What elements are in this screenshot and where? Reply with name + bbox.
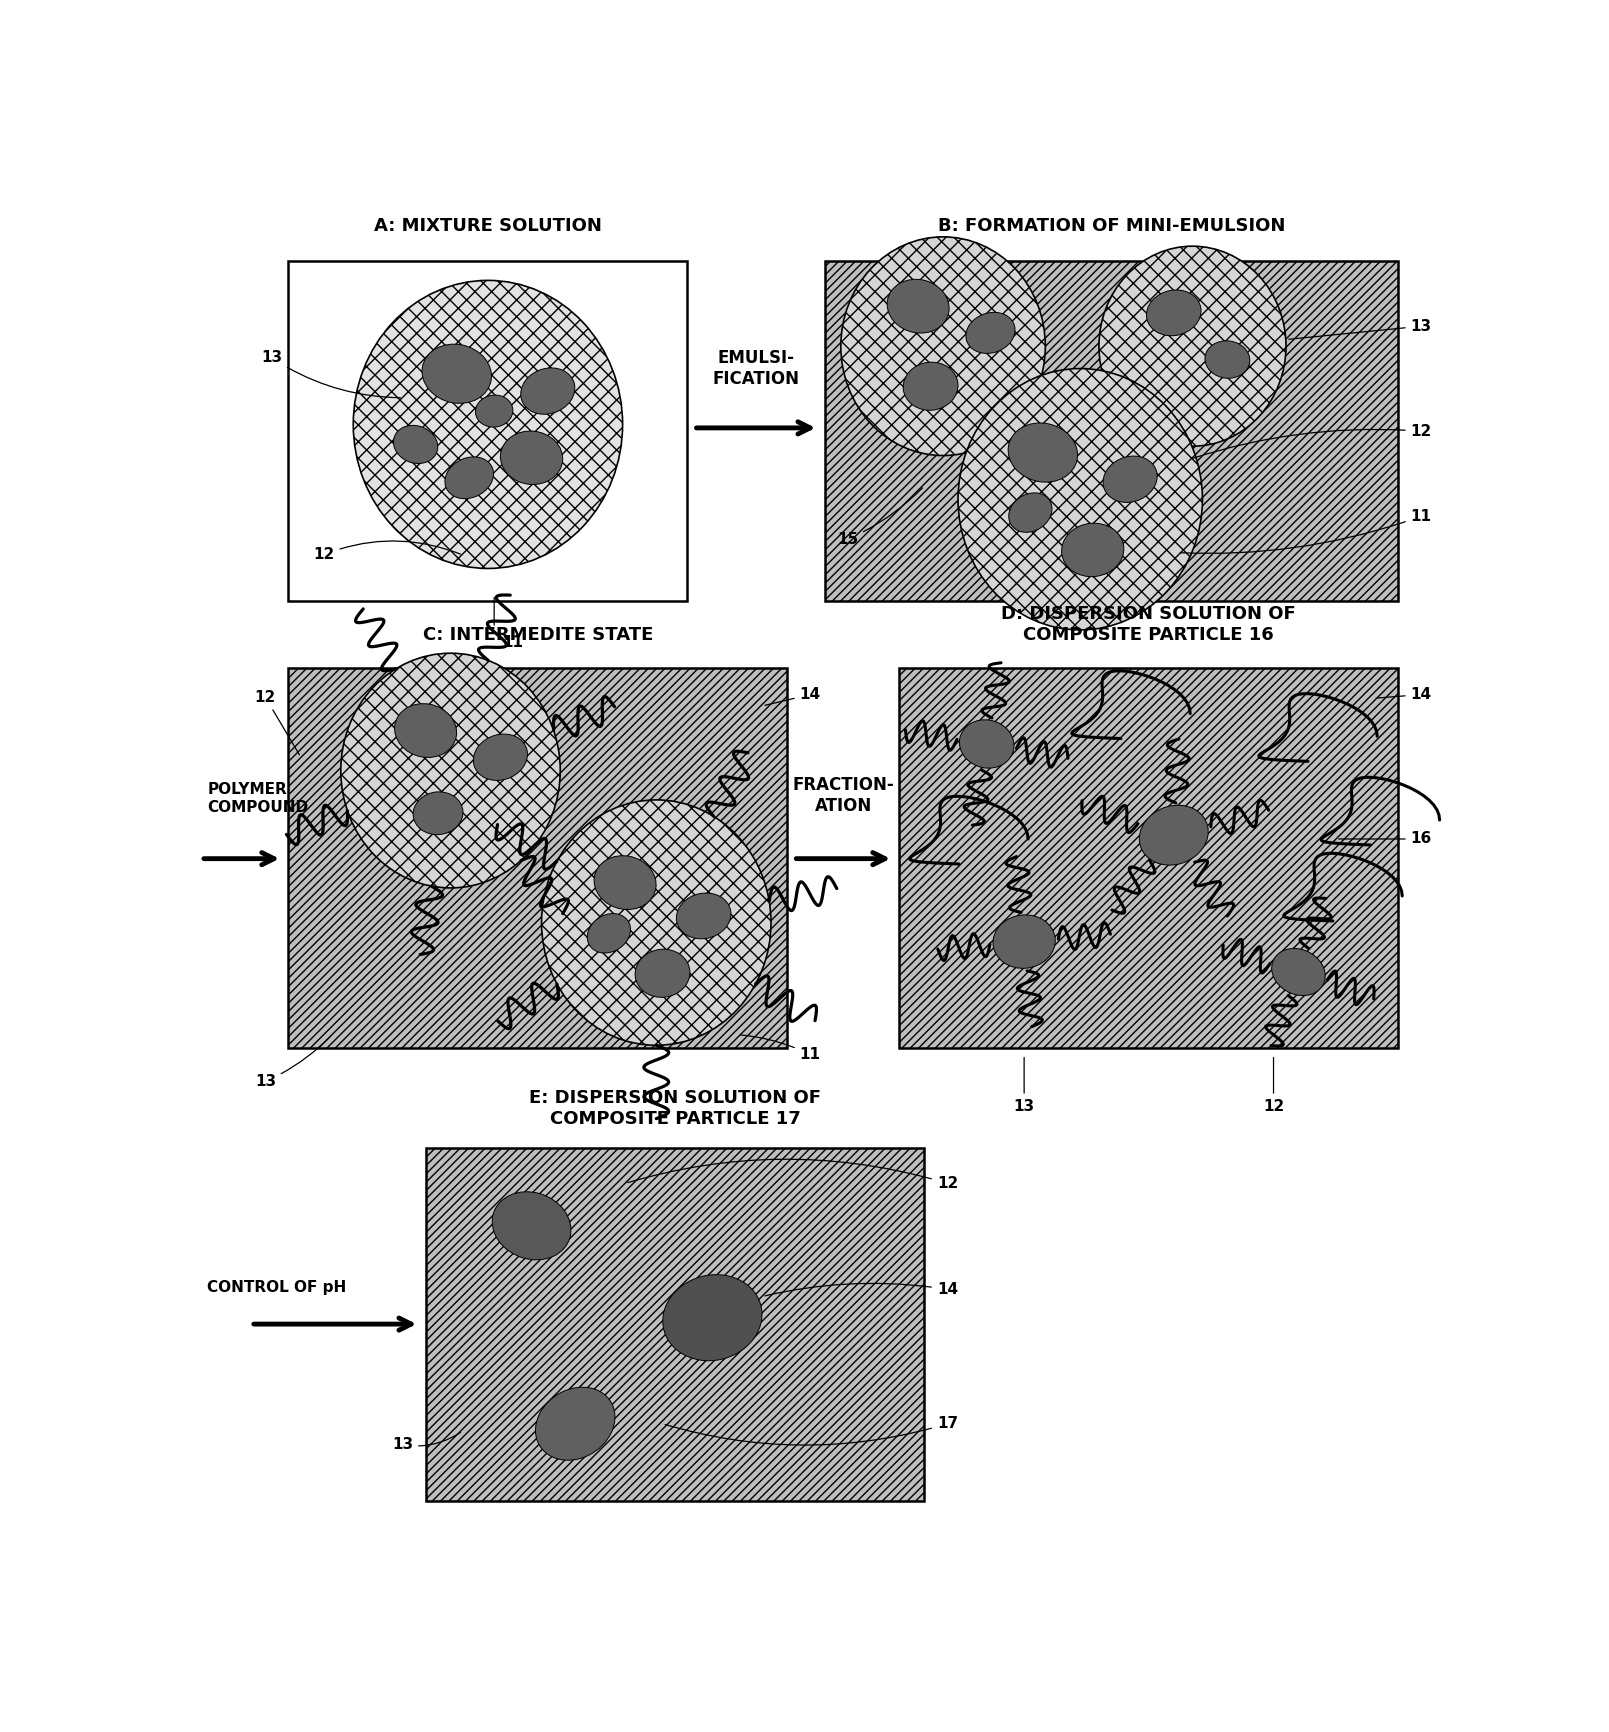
Ellipse shape <box>1062 523 1123 577</box>
Text: 12: 12 <box>314 540 460 563</box>
Ellipse shape <box>903 362 957 410</box>
Bar <box>425 1148 925 1502</box>
Ellipse shape <box>636 949 690 998</box>
Text: 12: 12 <box>628 1159 957 1192</box>
Text: 17: 17 <box>665 1417 957 1444</box>
Circle shape <box>354 281 623 568</box>
Text: E: DISPERSION SOLUTION OF
COMPOSITE PARTICLE 17: E: DISPERSION SOLUTION OF COMPOSITE PART… <box>529 1089 821 1128</box>
Ellipse shape <box>587 913 631 953</box>
Ellipse shape <box>676 894 730 939</box>
Text: POLYMER
COMPOUND: POLYMER COMPOUND <box>208 783 309 814</box>
Ellipse shape <box>965 312 1015 353</box>
Bar <box>288 262 687 601</box>
Text: C: INTERMEDITE STATE: C: INTERMEDITE STATE <box>423 625 653 644</box>
Text: 11: 11 <box>502 634 523 650</box>
Ellipse shape <box>500 431 563 485</box>
Bar <box>288 669 787 1048</box>
Text: 13: 13 <box>254 1037 330 1089</box>
Ellipse shape <box>594 856 656 909</box>
Ellipse shape <box>1271 949 1326 996</box>
Ellipse shape <box>521 367 574 414</box>
Text: D: DISPERSION SOLUTION OF
COMPOSITE PARTICLE 16: D: DISPERSION SOLUTION OF COMPOSITE PART… <box>1001 604 1297 644</box>
Text: 11: 11 <box>1181 509 1432 554</box>
Text: CONTROL OF pH: CONTROL OF pH <box>208 1280 346 1296</box>
Text: FRACTION-
ATION: FRACTION- ATION <box>793 776 895 814</box>
Circle shape <box>542 800 771 1046</box>
Bar <box>899 669 1398 1048</box>
Ellipse shape <box>1139 805 1208 864</box>
Text: 13: 13 <box>1289 319 1432 339</box>
Text: EMULSI-
FICATION: EMULSI- FICATION <box>713 350 800 388</box>
Ellipse shape <box>492 1192 571 1259</box>
Text: 12: 12 <box>254 689 299 755</box>
Ellipse shape <box>536 1387 615 1460</box>
Ellipse shape <box>422 345 491 404</box>
Ellipse shape <box>394 426 438 464</box>
Circle shape <box>842 237 1046 456</box>
Text: 14: 14 <box>764 1282 957 1297</box>
Ellipse shape <box>1147 289 1200 336</box>
Text: 11: 11 <box>740 1036 821 1062</box>
Text: 13: 13 <box>261 350 401 398</box>
Ellipse shape <box>887 279 949 333</box>
Circle shape <box>957 369 1202 630</box>
Ellipse shape <box>993 914 1056 968</box>
Ellipse shape <box>1009 494 1052 532</box>
Text: 14: 14 <box>1376 688 1432 701</box>
Circle shape <box>1099 246 1286 447</box>
Ellipse shape <box>446 457 494 499</box>
Text: 15: 15 <box>837 488 922 547</box>
Ellipse shape <box>1009 423 1078 481</box>
Text: 12: 12 <box>1192 424 1432 459</box>
Text: A: MIXTURE SOLUTION: A: MIXTURE SOLUTION <box>373 216 602 234</box>
Ellipse shape <box>414 792 463 835</box>
Text: B: FORMATION OF MINI-EMULSION: B: FORMATION OF MINI-EMULSION <box>938 216 1286 234</box>
Ellipse shape <box>394 703 457 757</box>
Text: 13: 13 <box>1014 1058 1035 1114</box>
Circle shape <box>341 653 560 889</box>
Ellipse shape <box>959 721 1014 769</box>
Text: 13: 13 <box>393 1432 460 1453</box>
Ellipse shape <box>1104 456 1157 502</box>
Text: 16: 16 <box>1339 831 1432 847</box>
Text: 12: 12 <box>1263 1058 1284 1114</box>
Ellipse shape <box>663 1275 763 1361</box>
Text: 14: 14 <box>764 688 821 705</box>
Bar <box>824 262 1398 601</box>
Ellipse shape <box>1205 341 1250 378</box>
Ellipse shape <box>473 734 528 781</box>
Ellipse shape <box>476 395 513 428</box>
